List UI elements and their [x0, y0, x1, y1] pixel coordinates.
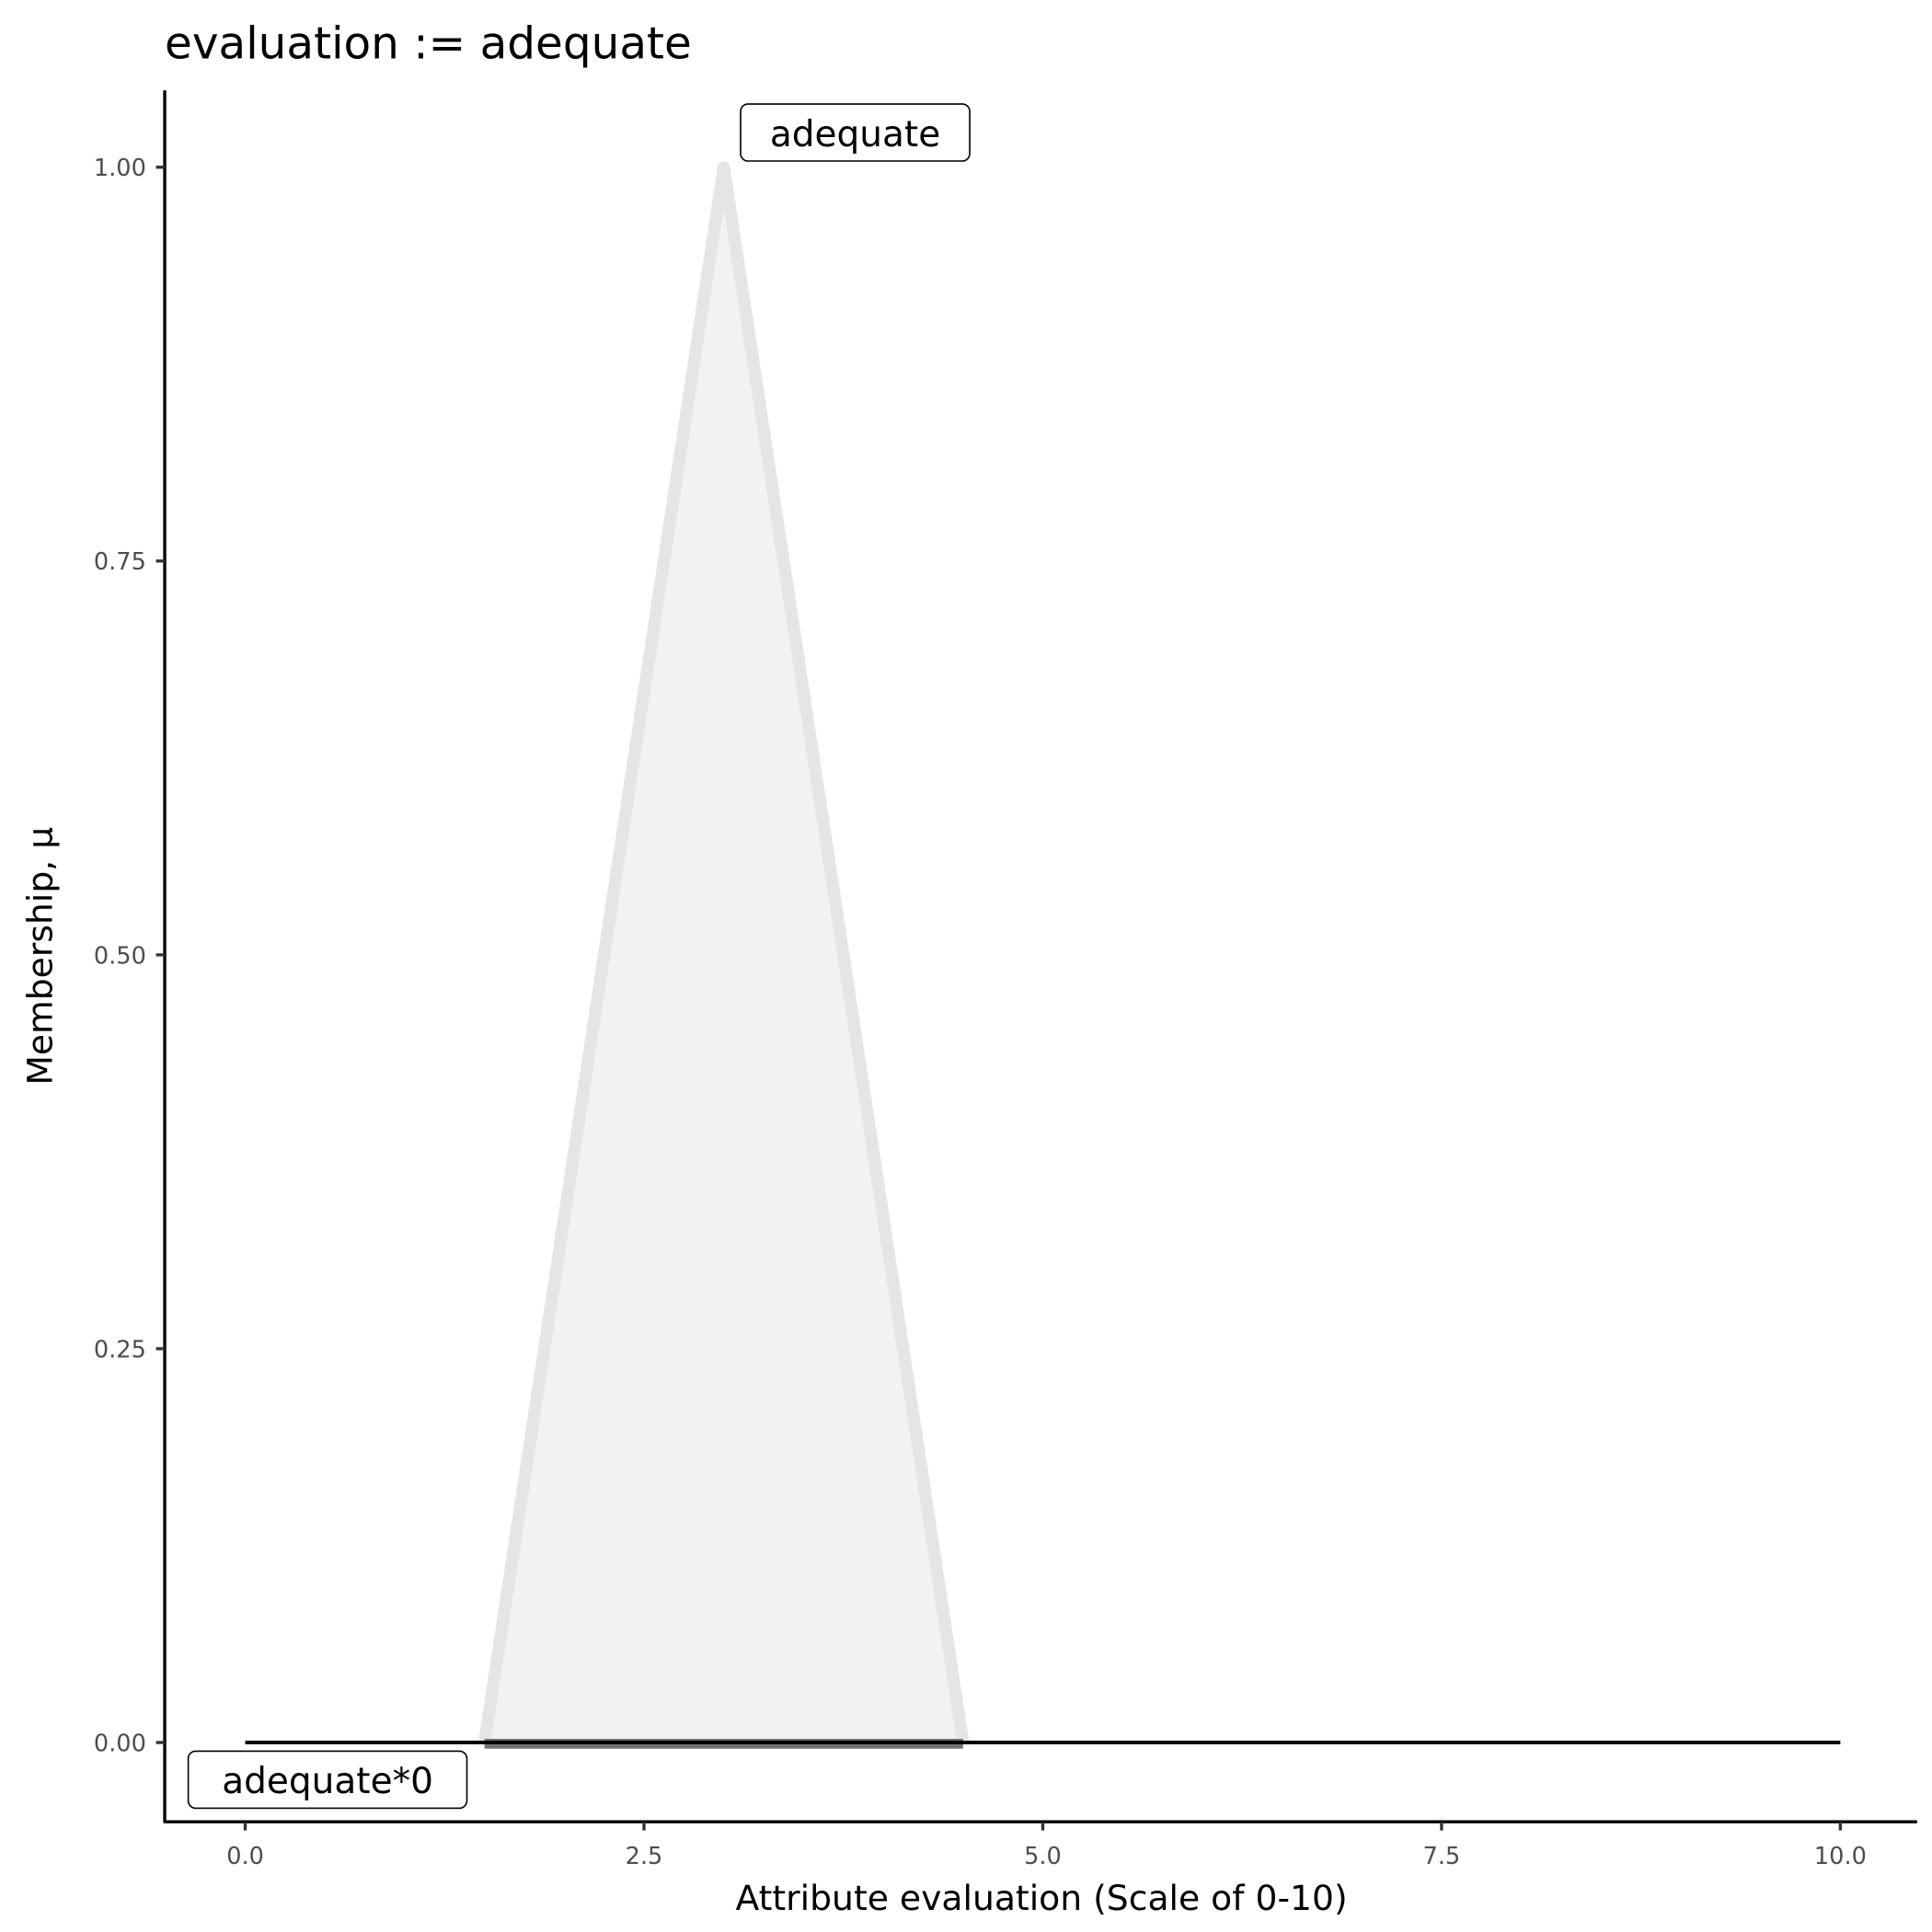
y-tick-label: 0.25 — [94, 1336, 146, 1363]
x-axis-ticks: 0.0 2.5 5.0 7.5 10.0 — [226, 1822, 1867, 1870]
label-box-adequate — [740, 103, 971, 162]
label-box-adequate-zero — [187, 1750, 468, 1810]
chart-title: evaluation := adequate — [165, 17, 692, 69]
label-adequate-zero: adequate*0 — [222, 1761, 433, 1802]
y-tick-label: 0.00 — [94, 1730, 146, 1757]
x-tick-label: 2.5 — [626, 1843, 663, 1870]
y-tick-label: 0.50 — [94, 942, 146, 970]
x-tick-label: 5.0 — [1024, 1843, 1062, 1870]
plot-area: adequate adequate*0 — [187, 103, 1841, 1810]
x-tick-label: 10.0 — [1814, 1843, 1867, 1870]
y-tick-label: 1.00 — [94, 155, 146, 182]
adequate-area — [484, 167, 963, 1743]
x-tick-label: 0.0 — [226, 1843, 264, 1870]
x-axis-label: Attribute evaluation (Scale of 0-10) — [736, 1878, 1348, 1918]
y-axis-label: Membership, μ — [20, 827, 61, 1086]
y-axis-ticks: 0.00 0.25 0.50 0.75 1.00 — [94, 155, 166, 1757]
label-adequate: adequate — [770, 114, 940, 155]
y-tick-label: 0.75 — [94, 548, 146, 576]
x-tick-label: 7.5 — [1423, 1843, 1461, 1870]
adequate-outline — [477, 161, 970, 1744]
